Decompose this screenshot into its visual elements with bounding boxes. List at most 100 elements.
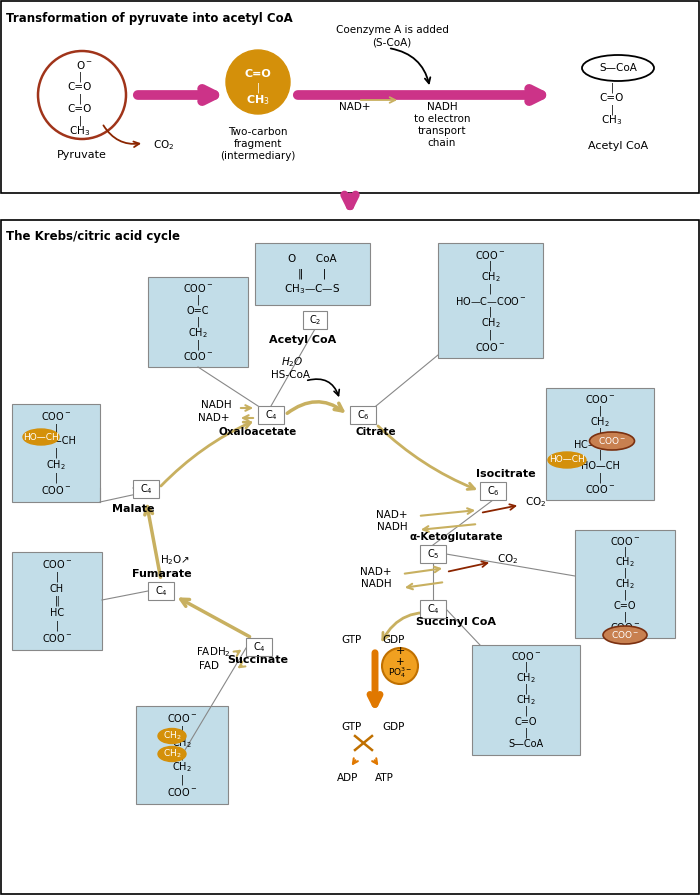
Text: |: | — [197, 340, 199, 349]
FancyBboxPatch shape — [350, 406, 376, 424]
Text: GTP: GTP — [342, 635, 362, 645]
FancyBboxPatch shape — [255, 243, 370, 305]
Text: |: | — [489, 306, 492, 317]
Text: |: | — [55, 423, 57, 434]
FancyBboxPatch shape — [12, 404, 100, 502]
Text: COO$^-$: COO$^-$ — [610, 535, 641, 547]
Text: O      CoA: O CoA — [288, 254, 337, 263]
Text: HS-CoA: HS-CoA — [270, 370, 309, 380]
Text: Isocitrate: Isocitrate — [476, 469, 536, 479]
Text: |: | — [197, 317, 199, 327]
Text: CH$_3$: CH$_3$ — [246, 93, 270, 107]
Text: HO—C—COO$^-$: HO—C—COO$^-$ — [454, 295, 526, 306]
Text: Pyruvate: Pyruvate — [57, 150, 107, 160]
Text: C=O: C=O — [514, 717, 538, 727]
Text: C$_4$: C$_4$ — [253, 640, 265, 654]
Text: C=O: C=O — [68, 104, 92, 114]
Text: COO$^-$: COO$^-$ — [41, 484, 71, 495]
Text: |: | — [181, 750, 183, 760]
Text: COO$^-$: COO$^-$ — [475, 340, 506, 352]
Text: CH$_2$: CH$_2$ — [162, 729, 181, 742]
FancyBboxPatch shape — [148, 582, 174, 600]
FancyBboxPatch shape — [303, 311, 327, 329]
Text: COO$^-$: COO$^-$ — [610, 621, 641, 633]
FancyBboxPatch shape — [136, 706, 228, 804]
Text: CH$_2$: CH$_2$ — [590, 415, 610, 428]
Text: Succinyl CoA: Succinyl CoA — [416, 617, 496, 627]
Text: |: | — [598, 450, 601, 461]
Text: CH$_3$: CH$_3$ — [601, 113, 622, 127]
Text: NADH: NADH — [360, 579, 391, 589]
Text: FAD: FAD — [199, 661, 219, 671]
Text: C$_4$: C$_4$ — [265, 408, 277, 422]
Text: COO$^-$: COO$^-$ — [42, 558, 72, 570]
Text: |: | — [524, 662, 528, 672]
Text: S—CoA: S—CoA — [599, 63, 637, 73]
Text: HO—CH: HO—CH — [580, 461, 620, 471]
Text: |: | — [624, 611, 626, 622]
FancyBboxPatch shape — [133, 480, 159, 498]
Text: |: | — [181, 774, 183, 785]
FancyBboxPatch shape — [546, 388, 654, 500]
Text: Transformation of pyruvate into acetyl CoA: Transformation of pyruvate into acetyl C… — [6, 12, 293, 25]
Text: transport: transport — [418, 126, 466, 136]
FancyBboxPatch shape — [12, 552, 102, 650]
Text: S—CoA: S—CoA — [508, 739, 544, 749]
Text: |: | — [181, 725, 183, 736]
Text: |: | — [524, 706, 528, 716]
Text: NADH: NADH — [377, 522, 407, 532]
Text: COO$^-$: COO$^-$ — [584, 483, 615, 495]
Text: NADH: NADH — [427, 102, 457, 112]
Text: C$_4$: C$_4$ — [155, 584, 167, 598]
Text: CH$_2$: CH$_2$ — [162, 748, 181, 760]
Text: |: | — [197, 294, 199, 305]
Text: C$_4$: C$_4$ — [426, 602, 440, 616]
Text: to electron: to electron — [414, 114, 470, 124]
FancyBboxPatch shape — [1, 1, 699, 193]
Text: Oxaloacetate: Oxaloacetate — [219, 427, 297, 437]
Text: CH$_2$: CH$_2$ — [481, 271, 500, 284]
Text: FADH$_2$: FADH$_2$ — [195, 645, 230, 659]
Circle shape — [226, 50, 290, 114]
Text: ATP: ATP — [374, 773, 393, 783]
Ellipse shape — [603, 626, 647, 644]
Text: ADP: ADP — [337, 773, 358, 783]
Text: |: | — [598, 472, 601, 483]
Text: NAD+: NAD+ — [360, 567, 392, 577]
Circle shape — [382, 648, 418, 684]
Text: |: | — [78, 116, 82, 126]
Text: C=O: C=O — [614, 600, 636, 610]
Text: |: | — [524, 684, 528, 694]
Text: GDP: GDP — [383, 722, 405, 732]
Text: O$^-$: O$^-$ — [76, 59, 92, 71]
Text: COO$^-$: COO$^-$ — [598, 435, 626, 446]
Text: Two-carbon: Two-carbon — [228, 127, 288, 137]
Text: HC—COO$^-$: HC—COO$^-$ — [573, 438, 627, 450]
Text: |: | — [624, 568, 626, 579]
Text: CH$_3$: CH$_3$ — [69, 125, 90, 138]
Text: Malate: Malate — [112, 504, 154, 514]
Text: HO—CH: HO—CH — [23, 433, 59, 442]
Text: NAD+: NAD+ — [340, 102, 371, 112]
Text: C=O: C=O — [244, 69, 272, 79]
Text: H$_2$O↗: H$_2$O↗ — [160, 553, 190, 567]
Text: C$_6$: C$_6$ — [356, 408, 370, 422]
Text: C$_4$: C$_4$ — [139, 482, 153, 495]
FancyBboxPatch shape — [420, 545, 446, 563]
Text: COO$^-$: COO$^-$ — [511, 650, 541, 662]
Text: (S-CoA): (S-CoA) — [372, 37, 412, 47]
Text: CH: CH — [50, 584, 64, 594]
Text: CH$_2$: CH$_2$ — [615, 577, 635, 590]
Ellipse shape — [158, 728, 186, 744]
Text: GTP: GTP — [342, 722, 362, 732]
Text: HO—CH: HO—CH — [36, 435, 76, 445]
Text: Acetyl CoA: Acetyl CoA — [588, 141, 648, 151]
Text: |: | — [624, 547, 626, 556]
Text: COO$^-$: COO$^-$ — [183, 282, 214, 294]
Text: α-Ketoglutarate: α-Ketoglutarate — [410, 532, 503, 542]
Text: COO$^-$: COO$^-$ — [42, 632, 72, 643]
FancyBboxPatch shape — [575, 530, 675, 638]
Text: Coenzyme A is added: Coenzyme A is added — [335, 25, 449, 35]
Text: CH$_2$: CH$_2$ — [172, 761, 192, 774]
Text: Acetyl CoA: Acetyl CoA — [270, 335, 337, 345]
